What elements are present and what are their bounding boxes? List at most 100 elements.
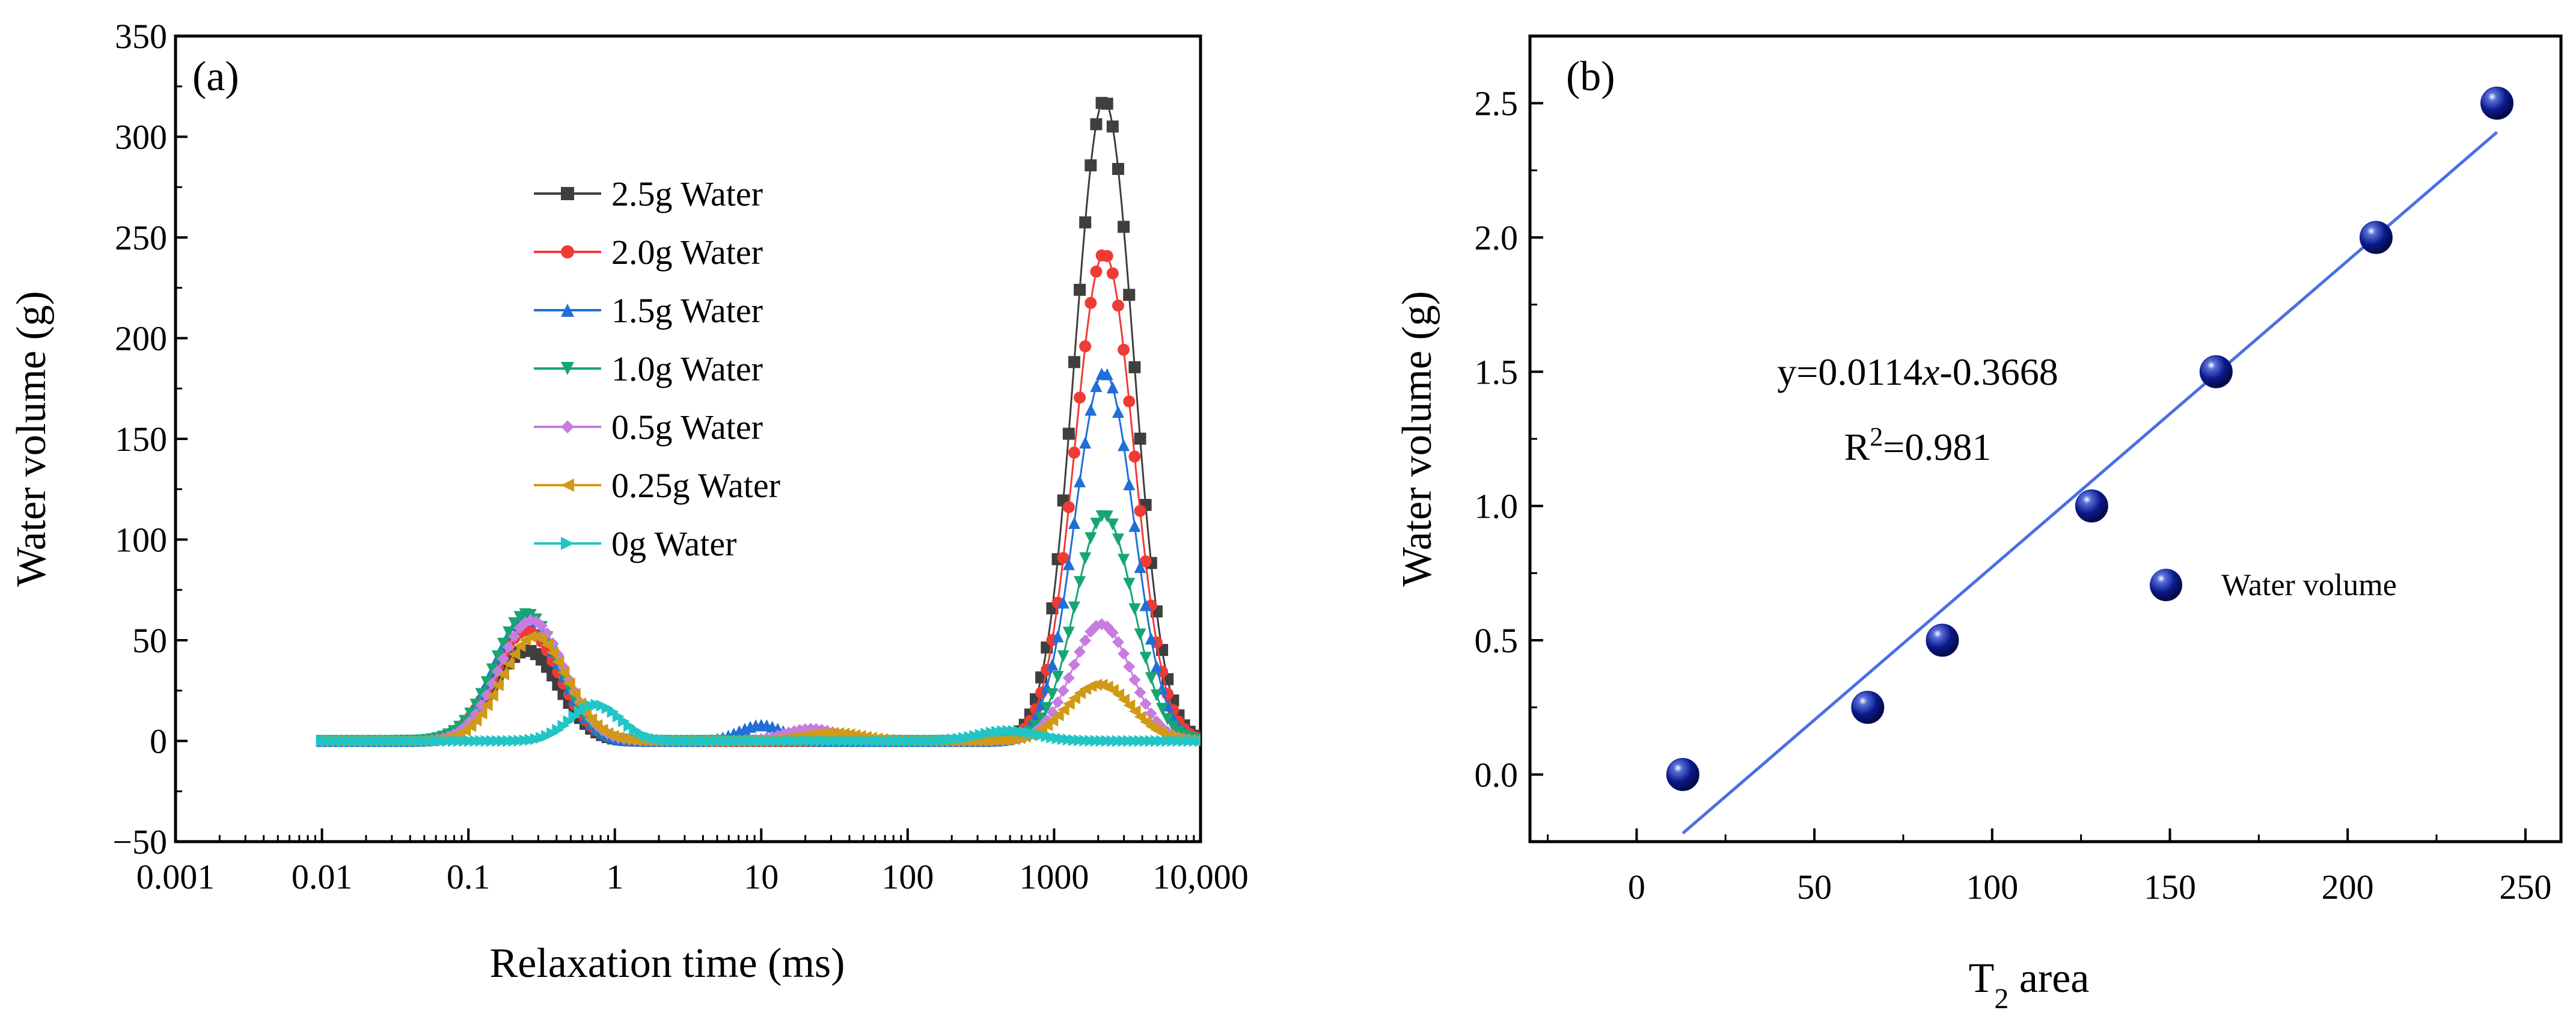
marker-triangle-down	[1074, 576, 1086, 588]
a-xtick-label: 1000	[1019, 857, 1089, 896]
marker-diamond	[1128, 674, 1140, 686]
panel-a-x-ticks: 0.001 0.01 0.1 1 10 100 1000 10,000	[136, 828, 1249, 896]
panel-b-legend-label: Water volume	[2221, 568, 2397, 602]
panel-a-label: (a)	[192, 54, 239, 100]
marker-circle	[1107, 268, 1119, 280]
scatter-point	[2360, 221, 2392, 254]
legend-label: 1.5g Water	[611, 291, 763, 330]
marker-square	[1112, 163, 1124, 175]
marker-circle	[1118, 344, 1130, 356]
marker-circle	[1123, 396, 1135, 408]
marker-square	[1128, 361, 1140, 373]
marker-diamond	[1140, 698, 1152, 710]
a-ytick-label: 0	[150, 722, 167, 761]
marker-triangle-down	[1118, 554, 1130, 566]
fit-eq-tail: -0.3668	[1939, 350, 2058, 393]
a-ytick-label: 100	[115, 521, 167, 560]
marker-triangle-right	[561, 537, 574, 550]
scatter-point	[2075, 490, 2108, 522]
marker-triangle-down	[1063, 627, 1075, 639]
a-xtick-label: 0.1	[447, 857, 491, 896]
marker-triangle-down	[1079, 552, 1091, 565]
marker-triangle-up	[1123, 478, 1135, 490]
marker-triangle-left	[561, 479, 574, 492]
marker-triangle-up	[1107, 381, 1119, 393]
x-title-main: T	[1969, 955, 1995, 1002]
marker-diamond	[1063, 672, 1075, 684]
r2-sup: 2	[1870, 422, 1883, 451]
marker-circle	[1112, 299, 1124, 311]
panel-b-plot-frame	[1530, 36, 2561, 842]
marker-circle	[1079, 340, 1091, 352]
marker-square	[1085, 159, 1097, 171]
scatter-point	[2200, 355, 2232, 388]
marker-circle	[1063, 501, 1075, 513]
b-ytick-label: 0.5	[1475, 621, 1519, 660]
marker-diamond	[1112, 636, 1124, 648]
marker-square	[561, 187, 574, 200]
a-ytick-label: 50	[132, 621, 167, 660]
figure: −50050100150200250300350 0.001 0.01 0.1 1 10…	[0, 0, 2576, 1022]
panel-b-y-axis-title: Water volume (g)	[1394, 291, 1440, 587]
a-xtick-label: 100	[881, 857, 934, 896]
marker-triangle-down	[1112, 533, 1124, 545]
b-xtick-label: 200	[2322, 867, 2374, 907]
panel-a-y-axis-title: Water volume (g)	[8, 291, 55, 587]
fit-eq-var: x	[1922, 350, 1939, 393]
marker-circle	[1101, 250, 1113, 262]
marker-triangle-up	[1118, 439, 1130, 451]
r2-base: R	[1844, 426, 1870, 468]
marker-square	[1134, 433, 1146, 445]
marker-triangle-down	[1145, 672, 1157, 684]
marker-triangle-down	[1068, 602, 1080, 614]
marker-circle	[1134, 505, 1146, 517]
b-xtick-label: 250	[2499, 867, 2551, 907]
scatter-point	[1852, 691, 1884, 724]
marker-triangle-up	[1068, 517, 1080, 529]
a-ytick-label: −50	[112, 822, 167, 861]
panel-b-x-axis-title: T2 area	[1969, 955, 2090, 1015]
marker-square	[1079, 216, 1091, 228]
legend-label: 0g Water	[611, 524, 736, 563]
panel-b-fit-equation: y=0.0114x-0.3668	[1777, 350, 2058, 393]
b-xtick-label: 0	[1628, 867, 1645, 907]
panel-b-label: (b)	[1566, 54, 1615, 100]
a-xtick-label: 1	[606, 857, 623, 896]
r2-tail: =0.981	[1883, 426, 1991, 468]
b-xtick-label: 150	[2144, 867, 2196, 907]
marker-triangle-up	[1112, 406, 1124, 418]
marker-triangle-down	[1123, 578, 1135, 590]
panel-b-points	[1666, 87, 2513, 791]
marker-circle	[1068, 447, 1080, 459]
b-ytick-label: 2.5	[1475, 84, 1519, 123]
marker-circle	[1090, 266, 1102, 278]
marker-square	[1074, 284, 1086, 296]
panel-b-chart: 0.00.51.01.52.02.5 0 50 100 150 200 250 (b) y…	[1394, 36, 2561, 1015]
marker-diamond	[1068, 659, 1080, 671]
marker-circle	[561, 245, 574, 259]
marker-square	[1101, 98, 1113, 110]
legend-label: 0.5g Water	[611, 408, 763, 447]
marker-square	[1123, 289, 1135, 301]
a-ytick-label: 250	[115, 218, 167, 257]
marker-diamond	[1134, 687, 1146, 699]
a-xtick-label: 0.001	[136, 857, 215, 896]
marker-diamond	[1118, 647, 1130, 659]
a-ytick-label: 200	[115, 319, 167, 358]
legend-label: 2.5g Water	[611, 174, 763, 213]
panel-a-x-axis-title: Relaxation time (ms)	[490, 940, 845, 987]
a-ytick-label: 300	[115, 118, 167, 157]
marker-diamond	[1079, 634, 1091, 646]
panel-a-legend: 2.5g Water2.0g Water1.5g Water1.0g Water…	[534, 174, 780, 563]
b-xtick-label: 100	[1966, 867, 2018, 907]
x-title-sub: 2	[1994, 983, 2008, 1015]
a-ytick-label: 350	[115, 17, 167, 56]
b-xtick-label: 50	[1797, 867, 1832, 907]
marker-circle	[1085, 297, 1097, 309]
marker-square	[1118, 221, 1130, 233]
legend-label: 1.0g Water	[611, 349, 763, 388]
marker-square	[1090, 118, 1102, 130]
marker-triangle-up	[1090, 380, 1102, 392]
fit-eq-lead: y=0.0114	[1777, 350, 1923, 393]
marker-triangle-down	[1057, 650, 1069, 662]
